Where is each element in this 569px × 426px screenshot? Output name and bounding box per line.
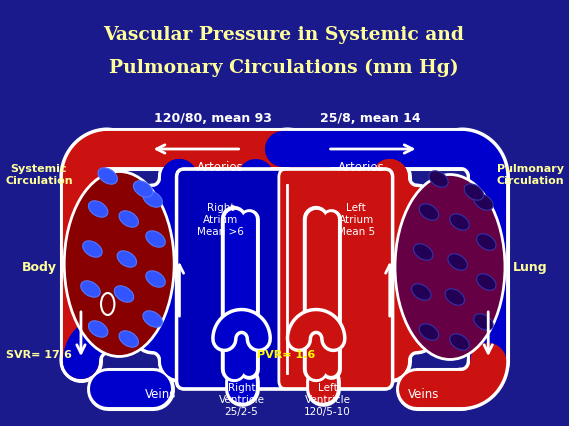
Ellipse shape [395, 175, 505, 360]
FancyBboxPatch shape [279, 170, 393, 389]
Text: SVR= 17.6: SVR= 17.6 [6, 349, 72, 359]
Ellipse shape [133, 181, 153, 198]
Text: Right
Atrium
Mean >6: Right Atrium Mean >6 [197, 203, 244, 236]
Text: Pulmonary
Circulation: Pulmonary Circulation [497, 164, 564, 185]
Ellipse shape [119, 211, 138, 227]
Ellipse shape [448, 254, 467, 271]
Text: Arteries: Arteries [197, 161, 244, 174]
Text: Left
Ventricle
120/5-10: Left Ventricle 120/5-10 [304, 383, 351, 416]
Ellipse shape [146, 271, 165, 288]
FancyBboxPatch shape [176, 170, 294, 389]
Ellipse shape [474, 314, 493, 331]
Text: PVR= 1.6: PVR= 1.6 [257, 349, 316, 359]
Ellipse shape [477, 234, 496, 250]
Ellipse shape [143, 191, 162, 208]
Ellipse shape [119, 331, 138, 347]
Text: Lung: Lung [513, 261, 547, 274]
Ellipse shape [83, 241, 102, 258]
Text: Veins: Veins [407, 388, 439, 400]
Ellipse shape [450, 334, 469, 350]
Text: Systemic
Circulation: Systemic Circulation [5, 164, 73, 185]
Text: Body: Body [22, 261, 56, 274]
Ellipse shape [98, 168, 117, 185]
Ellipse shape [414, 244, 433, 261]
Ellipse shape [88, 201, 108, 218]
Ellipse shape [429, 171, 448, 188]
Ellipse shape [445, 289, 464, 305]
Text: Right
Ventricle
25/2-5: Right Ventricle 25/2-5 [218, 383, 265, 416]
Ellipse shape [464, 184, 484, 201]
Ellipse shape [88, 321, 108, 337]
Ellipse shape [419, 204, 439, 221]
Text: 25/8, mean 14: 25/8, mean 14 [320, 111, 421, 124]
Ellipse shape [450, 214, 469, 230]
Text: Vascular Pressure in Systemic and: Vascular Pressure in Systemic and [103, 26, 464, 44]
Text: Left
Atrium
Mean 5: Left Atrium Mean 5 [337, 203, 376, 236]
Ellipse shape [64, 172, 174, 357]
Ellipse shape [411, 284, 431, 300]
Text: Arteries: Arteries [337, 161, 385, 174]
Text: Veins: Veins [145, 388, 176, 400]
Ellipse shape [143, 311, 162, 328]
Ellipse shape [114, 286, 134, 302]
Ellipse shape [419, 324, 439, 340]
Ellipse shape [81, 281, 100, 297]
Ellipse shape [146, 231, 165, 248]
Text: Pulmonary Circulations (mm Hg): Pulmonary Circulations (mm Hg) [109, 59, 459, 77]
Ellipse shape [117, 251, 137, 268]
Text: 120/80, mean 93: 120/80, mean 93 [154, 111, 272, 124]
Ellipse shape [477, 274, 496, 291]
Ellipse shape [474, 194, 493, 211]
